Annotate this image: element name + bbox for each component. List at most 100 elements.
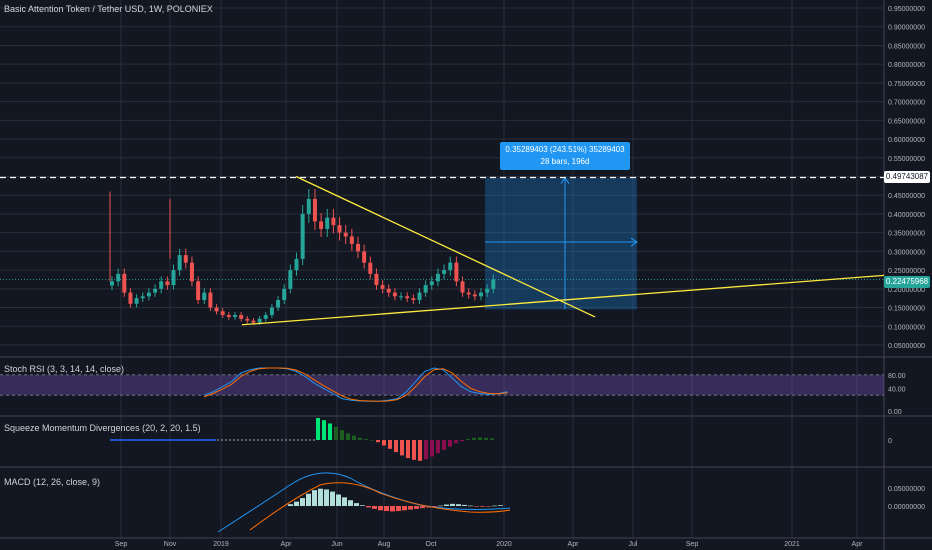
- y-tick-label: 0.35000000: [888, 231, 925, 238]
- candle-body: [300, 213, 305, 259]
- candle-body: [312, 198, 317, 222]
- candle-body: [189, 262, 194, 282]
- candle-body: [171, 270, 176, 286]
- squeeze-dot: [225, 439, 227, 441]
- macd-histogram-bar: [396, 506, 401, 512]
- candle-body: [165, 281, 170, 286]
- squeeze-dot: [293, 439, 295, 441]
- squeeze-bar: [358, 437, 362, 440]
- y-tick-label: 0.40000000: [888, 212, 925, 219]
- squeeze-bar: [388, 440, 392, 449]
- macd-histogram-bar: [468, 505, 473, 507]
- candle-body: [380, 285, 385, 289]
- macd-histogram-bar: [480, 506, 485, 507]
- x-tick-label: 2021: [784, 541, 800, 548]
- candle-body: [362, 251, 367, 263]
- macd-histogram-bar: [372, 506, 377, 509]
- squeeze-bar: [454, 440, 458, 444]
- macd-histogram-bar: [408, 506, 413, 510]
- macd-histogram-bar: [342, 497, 347, 506]
- y-tick-label: 0.05000000: [888, 486, 925, 493]
- squeeze-bar: [490, 438, 494, 440]
- squeeze-momentum-title: Squeeze Momentum Divergences (20, 2, 20,…: [4, 423, 201, 433]
- squeeze-bar: [412, 440, 416, 460]
- candle-body: [405, 296, 410, 299]
- squeeze-bar: [418, 440, 422, 461]
- stoch-rsi-k-line: [203, 367, 508, 402]
- candle-body: [183, 255, 188, 263]
- macd-histogram-bar: [498, 505, 503, 506]
- y-tick-label: 40.00: [888, 386, 906, 393]
- macd-histogram-bar: [462, 504, 467, 506]
- squeeze-bar: [394, 440, 398, 453]
- squeeze-dot: [301, 439, 303, 441]
- candle-body: [368, 262, 373, 274]
- measure-h-arrowhead: [630, 237, 638, 247]
- squeeze-bar: [442, 440, 446, 450]
- squeeze-dot: [269, 439, 271, 441]
- x-tick-label: Apr: [281, 541, 293, 548]
- macd-histogram-bar: [348, 500, 353, 506]
- x-tick-label: Nov: [164, 541, 177, 548]
- squeeze-dot: [285, 439, 287, 441]
- squeeze-dot: [297, 439, 299, 441]
- squeeze-dot: [265, 439, 267, 441]
- squeeze-dot: [245, 439, 247, 441]
- y-tick-label: 0.95000000: [888, 6, 925, 13]
- squeeze-bar: [406, 440, 410, 459]
- candle-body: [491, 279, 496, 289]
- candle-body: [454, 262, 459, 282]
- last-price-tag: 0.22475968: [884, 276, 930, 288]
- candle-body: [233, 315, 237, 317]
- candle-body: [356, 243, 360, 252]
- candle-body: [257, 318, 262, 323]
- macd-histogram-bar: [336, 494, 341, 506]
- y-tick-label: 0.00: [888, 409, 902, 416]
- candle-body: [128, 292, 133, 304]
- macd-histogram-bar: [456, 504, 461, 506]
- y-tick-label: 0.85000000: [888, 43, 925, 50]
- squeeze-dot: [277, 439, 279, 441]
- candle-body: [159, 281, 164, 289]
- candle-body: [485, 288, 490, 293]
- candle-body: [343, 232, 348, 237]
- x-tick-label: Sep: [686, 541, 699, 548]
- y-tick-label: 0.20000000: [888, 287, 925, 294]
- y-tick-label: 0.80000000: [888, 62, 925, 69]
- y-tick-label: 0.90000000: [888, 25, 925, 32]
- squeeze-bar: [352, 435, 356, 440]
- squeeze-dot: [309, 439, 311, 441]
- squeeze-dot: [257, 439, 259, 441]
- squeeze-bar: [382, 440, 386, 446]
- y-tick-label: 0.05000000: [888, 343, 925, 350]
- main-chart-title: Basic Attention Token / Tether USD, 1W, …: [4, 4, 213, 14]
- y-tick-label: 0.15000000: [888, 306, 925, 313]
- y-tick-label: 0.00000000: [888, 504, 925, 511]
- macd-histogram-bar: [474, 506, 479, 507]
- y-tick-label: 0: [888, 438, 892, 445]
- candle-body: [220, 311, 225, 316]
- x-tick-label: Aug: [378, 541, 391, 548]
- candle-body: [349, 236, 354, 244]
- candle-body: [208, 292, 213, 308]
- macd-histogram-bar: [486, 506, 491, 507]
- squeeze-dot: [233, 439, 235, 441]
- y-tick-label: 0.75000000: [888, 81, 925, 88]
- macd-histogram-bar: [312, 490, 317, 506]
- y-tick-label: 0.25000000: [888, 268, 925, 275]
- squeeze-bar: [436, 440, 440, 454]
- macd-histogram-bar: [444, 504, 449, 506]
- candle-body: [263, 315, 268, 319]
- squeeze-dot: [273, 439, 275, 441]
- squeeze-bar: [376, 440, 380, 443]
- candle-body: [134, 298, 139, 304]
- candle-body: [153, 288, 158, 293]
- candle-body: [331, 217, 336, 226]
- squeeze-bar: [328, 423, 332, 440]
- candle-body: [110, 281, 114, 286]
- candle-body: [276, 300, 281, 308]
- y-tick-label: 0.30000000: [888, 249, 925, 256]
- stoch-rsi-d-line: [203, 367, 508, 402]
- macd-histogram-bar: [360, 505, 365, 506]
